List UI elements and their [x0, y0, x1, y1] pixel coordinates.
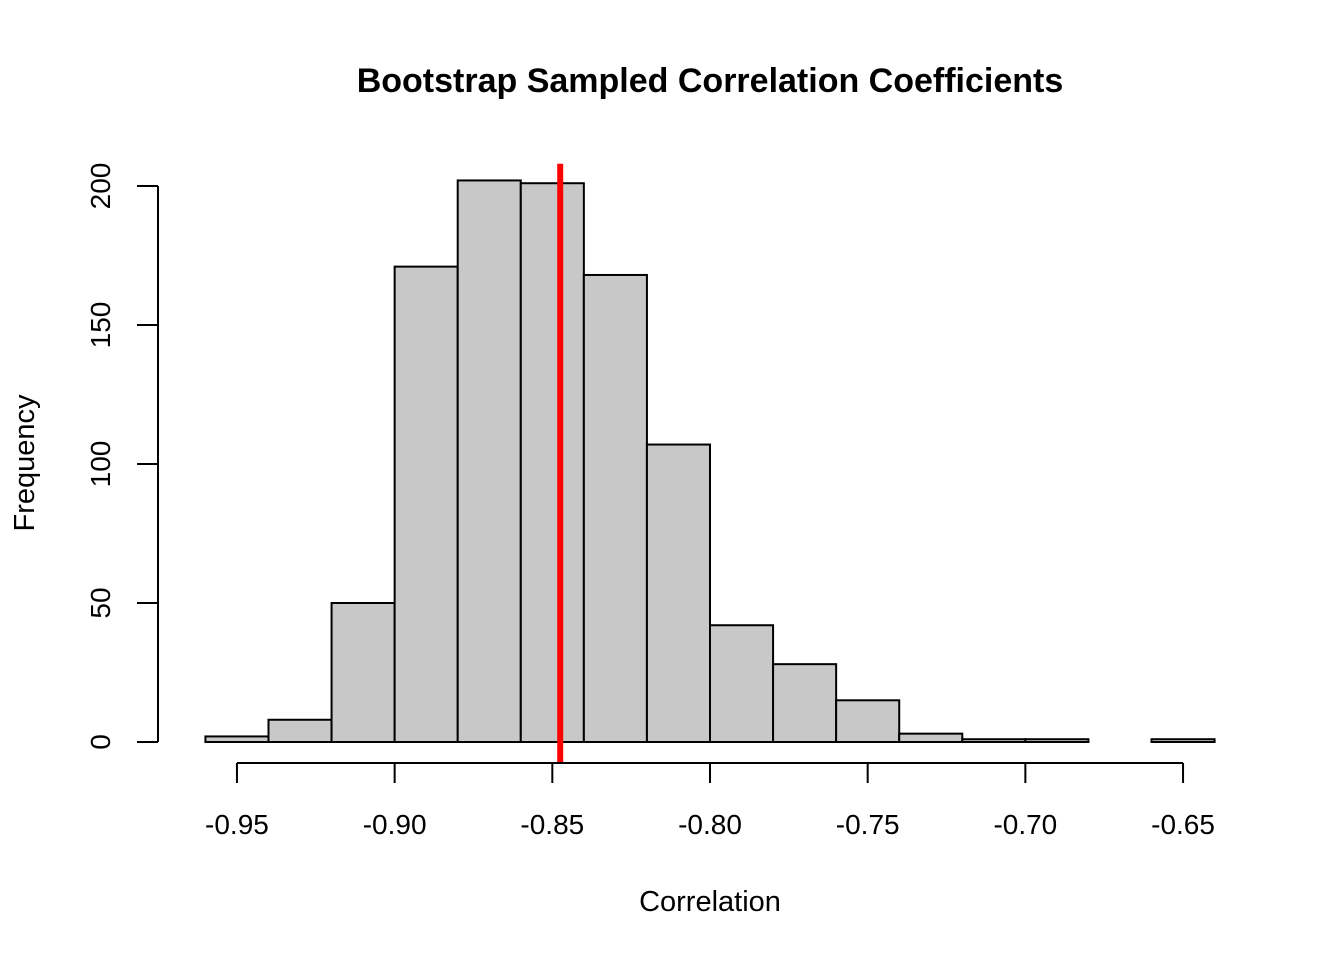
x-axis: -0.95 -0.90 -0.85 -0.80 -0.75 -0.70 -0.65	[205, 762, 1215, 840]
histogram-bar	[456, 179, 522, 743]
histogram-bar	[582, 273, 648, 743]
x-tick-label: -0.80	[678, 809, 742, 840]
x-tick-label: -0.90	[363, 809, 427, 840]
histogram-bar	[1024, 738, 1090, 743]
histogram-bar	[709, 624, 775, 743]
histogram-bar	[267, 718, 333, 744]
histogram-bar	[330, 602, 396, 743]
x-axis-label: Correlation	[639, 886, 781, 918]
histogram-bar	[898, 732, 964, 743]
histogram-bar	[1150, 738, 1216, 743]
histogram-bar	[645, 443, 712, 743]
y-tick-label: 200	[85, 163, 116, 210]
histogram-bar	[519, 182, 585, 744]
x-tick-label: -0.95	[205, 809, 269, 840]
x-tick-label: -0.65	[1151, 809, 1215, 840]
chart-title: Bootstrap Sampled Correlation Coefficien…	[357, 62, 1064, 100]
x-tick-label: -0.75	[836, 809, 900, 840]
histogram-bar	[961, 738, 1027, 743]
y-tick-label: 150	[85, 302, 116, 349]
histogram-bar	[204, 735, 270, 744]
histogram-bar	[835, 699, 901, 743]
y-tick-label: 0	[85, 734, 116, 750]
x-tick-label: -0.85	[520, 809, 584, 840]
y-axis: 0 50 100 150 200	[85, 163, 159, 750]
x-tick-label: -0.70	[993, 809, 1057, 840]
y-tick-label: 100	[85, 441, 116, 488]
y-axis-label: Frequency	[9, 394, 41, 532]
histogram-bar	[772, 663, 838, 743]
histogram-bar	[393, 265, 459, 743]
y-tick-label: 50	[85, 587, 116, 618]
histogram-bars	[204, 179, 1216, 744]
